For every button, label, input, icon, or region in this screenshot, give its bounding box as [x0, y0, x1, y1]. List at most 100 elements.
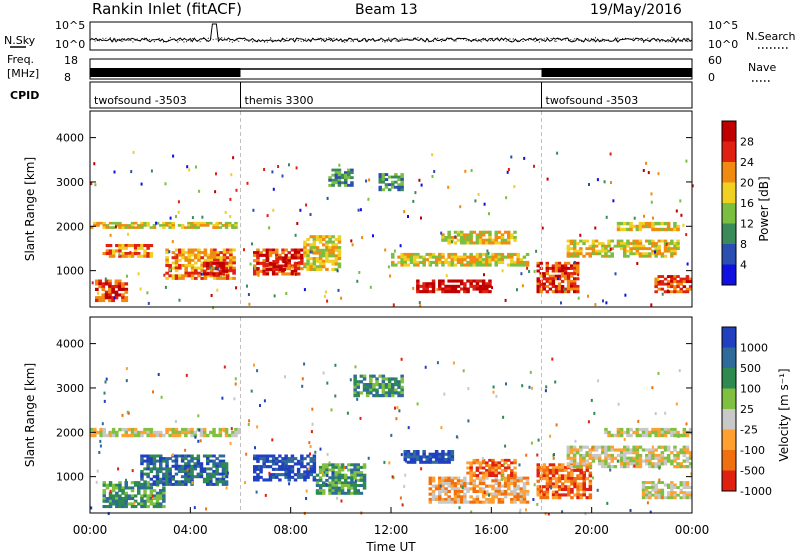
cell-4-1-11: [318, 491, 323, 495]
cell-2-1-0: [93, 221, 97, 225]
cell-12-7-3: [463, 238, 467, 242]
cell-10-23-7: [638, 465, 643, 469]
cell-4-4-0: [328, 463, 332, 467]
cell-4-8-5: [340, 476, 345, 480]
cell-12-22-1: [510, 233, 514, 237]
cell-14-29-2: [657, 244, 661, 248]
cell-14-22-4: [635, 249, 640, 253]
cell-13-3-0: [545, 261, 549, 265]
cell-8-8-2: [491, 464, 495, 467]
cell-6-5-1: [282, 260, 286, 264]
cell-3-9-2: [281, 459, 285, 463]
cell-9-14-9: [579, 487, 583, 491]
cell-7-3-3: [312, 243, 317, 247]
speck-44: [433, 170, 436, 173]
cell-4-5-9: [331, 486, 335, 490]
cell-3-2-1: [259, 457, 263, 461]
cell-3-6-9: [184, 271, 188, 275]
cell-5-7-7: [375, 394, 379, 398]
cell-1-5-2: [118, 249, 122, 253]
cell-12-15-4: [688, 491, 693, 495]
cell-9-11-2: [570, 468, 574, 472]
cell-3-16-6: [303, 470, 307, 474]
cell-15-3-2: [626, 227, 630, 232]
cell-8-2-0: [334, 168, 339, 172]
cell-7-7-9: [325, 259, 329, 263]
cell-0-27-1: [174, 430, 179, 435]
cell-8-1-2: [331, 173, 335, 177]
cell-3-19-4: [312, 465, 317, 469]
cell-1-3-3: [111, 489, 116, 493]
cell-2-6-3: [159, 462, 163, 466]
cell-7-2-3: [309, 243, 313, 247]
speck-216: [334, 394, 337, 398]
speck-112: [256, 267, 259, 271]
cell-0-40-2: [215, 433, 219, 438]
cell-1-13-4: [143, 491, 147, 495]
cell-2-14-9: [184, 477, 188, 481]
speck-178: [234, 382, 237, 386]
cell-12-2-0: [648, 481, 652, 484]
cell-12-12-1: [679, 483, 683, 487]
cell-5-11-7: [387, 394, 392, 398]
cell-3-8-5: [278, 467, 282, 471]
cell-3-4-4: [178, 258, 182, 262]
cell-4-4-1: [215, 264, 219, 268]
speck-208: [440, 231, 443, 235]
speck-70: [577, 296, 580, 300]
cell-10-19-3: [450, 260, 455, 264]
cell-3-18-3: [222, 256, 227, 260]
cell-15-0-2: [616, 227, 621, 232]
cell-2-37-0: [206, 221, 210, 225]
cell-14-18-2: [623, 244, 627, 248]
cell-2-2-1: [146, 457, 150, 461]
speck-155: [384, 248, 387, 252]
cell-9-7-8: [557, 485, 562, 489]
cell-5-5-4: [369, 385, 373, 389]
cell-15-9-1: [645, 224, 649, 229]
cell-2-13-6: [180, 470, 185, 473]
cell-2-5-10: [155, 480, 160, 484]
cell-8-5-6: [344, 183, 348, 187]
cell-1-0-1: [102, 483, 106, 487]
cell-1-14-9: [146, 505, 150, 509]
cell-10-4-7: [579, 465, 583, 469]
cell-13-8-2: [560, 266, 565, 270]
cell-10-8-0: [591, 445, 596, 449]
cell-11-15-1: [651, 430, 655, 435]
cell-14-16-2: [616, 244, 621, 248]
cell-3-9-5: [194, 261, 198, 265]
cell-9-9-5: [564, 477, 568, 481]
cell-5-15-5: [400, 388, 404, 392]
cell-0-0-7: [95, 298, 99, 303]
cell-7-17-5: [481, 489, 486, 493]
cell-2-16-5: [190, 467, 194, 471]
cell-9-2-10: [542, 490, 547, 494]
cell-7-27-8: [513, 497, 517, 501]
cell-9-1-2: [381, 178, 386, 181]
cell-14-7-6: [588, 254, 592, 258]
cell-10-13-0: [607, 445, 611, 449]
cell-3-18-7: [309, 473, 313, 477]
cell-15-17-2: [670, 227, 674, 232]
cell-2-40-1: [215, 224, 219, 227]
cell-7-6-5: [322, 248, 326, 252]
cell-7-10-10: [334, 262, 339, 266]
cell-12-16-4: [491, 241, 495, 245]
cell-7-3-3: [438, 484, 442, 488]
cell-16-5-6: [670, 290, 674, 294]
cell-0-3-1: [104, 282, 109, 286]
cell-8-1-6: [469, 474, 473, 477]
speck-47: [177, 210, 180, 214]
speck-200: [199, 439, 202, 443]
cell-2-24-0: [165, 221, 169, 225]
cell-2-0-8: [140, 475, 144, 479]
cell-3-7-3: [187, 256, 192, 260]
cell-13-10-11: [566, 290, 571, 294]
cell-7-3-7: [438, 495, 442, 499]
speck-33: [209, 266, 212, 270]
speck-64: [164, 285, 167, 289]
cell-9-0-11: [536, 493, 540, 497]
cell-10-24-1: [466, 255, 470, 259]
cell-10-27-4: [475, 263, 480, 267]
